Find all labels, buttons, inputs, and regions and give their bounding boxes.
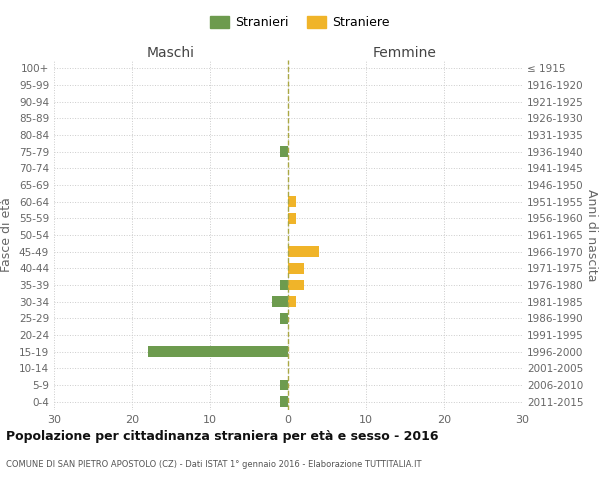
Bar [148,346,288,357]
Bar [288,263,304,274]
Bar [280,146,288,157]
Bar [280,280,288,290]
Y-axis label: Anni di nascita: Anni di nascita [584,188,598,281]
Bar [288,196,296,207]
Bar [288,296,296,307]
Bar [288,213,296,224]
Bar [280,396,288,407]
Legend: Stranieri, Straniere: Stranieri, Straniere [205,11,395,34]
Y-axis label: Fasce di età: Fasce di età [1,198,13,272]
Bar [280,313,288,324]
Text: Maschi: Maschi [147,46,195,60]
Text: Popolazione per cittadinanza straniera per età e sesso - 2016: Popolazione per cittadinanza straniera p… [6,430,439,443]
Text: COMUNE DI SAN PIETRO APOSTOLO (CZ) - Dati ISTAT 1° gennaio 2016 - Elaborazione T: COMUNE DI SAN PIETRO APOSTOLO (CZ) - Dat… [6,460,421,469]
Text: Femmine: Femmine [373,46,437,60]
Bar [288,246,319,257]
Bar [280,380,288,390]
Bar [272,296,288,307]
Bar [288,280,304,290]
